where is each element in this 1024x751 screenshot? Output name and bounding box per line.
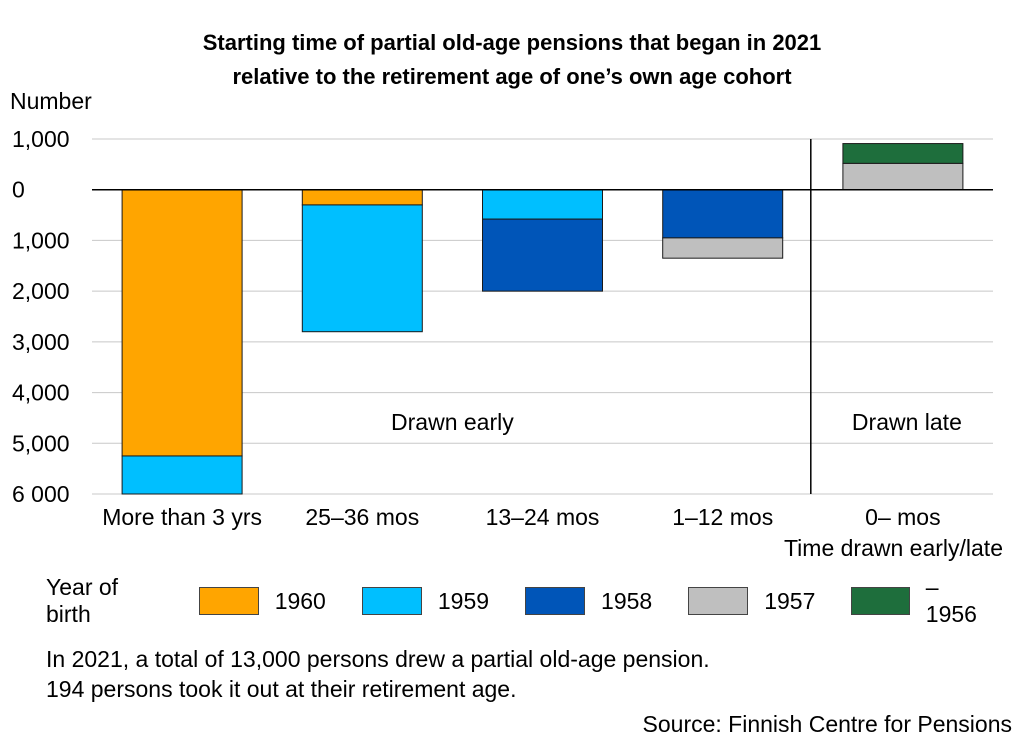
region-label: Drawn early — [391, 409, 514, 435]
x-tick-label: 25–36 mos — [305, 504, 419, 530]
y-tick-label: 2,000 — [12, 278, 70, 304]
y-tick-label: 1,000 — [12, 126, 70, 152]
bar-segment-1957 — [842, 162, 964, 191]
legend-items: 1960 1959 1958 1957 –1956 — [198, 574, 1024, 628]
bar-segment-1960 — [301, 189, 423, 206]
bar-segment-1958 — [662, 189, 784, 239]
chart-title: Starting time of partial old-age pension… — [0, 26, 1024, 94]
legend-label: 1957 — [764, 587, 816, 614]
legend: Year of birth 1960 1959 1958 1957 –1956 — [46, 574, 1024, 627]
bar-segment-1957 — [662, 237, 784, 259]
legend-item: 1959 — [361, 587, 490, 615]
footnote-line-2: 194 persons took it out at their retirem… — [46, 676, 517, 702]
legend-swatch — [525, 587, 586, 615]
region-label: Drawn late — [852, 409, 962, 435]
legend-label: –1956 — [925, 574, 977, 627]
legend-swatch — [361, 587, 422, 615]
y-tick-label: 5,000 — [12, 430, 70, 456]
y-tick-label: 4,000 — [12, 380, 70, 406]
bar-segment-1959 — [482, 189, 603, 220]
legend-swatch — [198, 587, 259, 615]
bar-segment-1960 — [121, 189, 243, 457]
legend-label: 1960 — [274, 587, 326, 614]
footnote: In 2021, a total of 13,000 persons drew … — [46, 644, 710, 704]
legend-title: Year of birth — [46, 574, 119, 627]
legend-item: –1956 — [851, 574, 988, 628]
source-note: Source: Finnish Centre for Pensions — [642, 711, 1012, 737]
legend-swatch — [688, 587, 749, 615]
y-tick-label: 3,000 — [12, 329, 70, 355]
x-tick-label: 13–24 mos — [486, 504, 600, 530]
chart-title-line-1: Starting time of partial old-age pension… — [202, 30, 822, 55]
chart-title-line-2: relative to the retirement age of one’s … — [232, 64, 792, 89]
x-tick-label: More than 3 yrs — [102, 504, 262, 530]
legend-label: 1958 — [601, 587, 653, 614]
x-tick-label: 0– mos — [865, 504, 940, 530]
legend-swatch — [851, 587, 910, 615]
legend-item: 1960 — [198, 587, 326, 615]
y-axis-label: Number — [10, 88, 92, 114]
bar-segment-1956 — [842, 143, 964, 164]
stacked-bar-chart: 1,000 0 1,000 2,000 3,000 4,000 5,000 6 000 Numb… — [10, 88, 1003, 561]
legend-item: 1957 — [688, 587, 815, 615]
footnote-line-1: In 2021, a total of 13,000 persons drew … — [46, 646, 710, 672]
y-tick-label: 6 000 — [12, 481, 70, 507]
legend-label: 1959 — [437, 587, 490, 614]
bar-segment-1959 — [301, 204, 423, 333]
x-axis-label: Time drawn early/late — [784, 535, 1003, 561]
y-tick-label: 1,000 — [12, 227, 70, 253]
x-tick-label: 1–12 mos — [672, 504, 773, 530]
bar-segment-1958 — [482, 218, 603, 292]
legend-item: 1958 — [525, 587, 652, 615]
y-tick-label: 0 — [12, 177, 25, 203]
bar-segment-1959 — [121, 455, 243, 495]
